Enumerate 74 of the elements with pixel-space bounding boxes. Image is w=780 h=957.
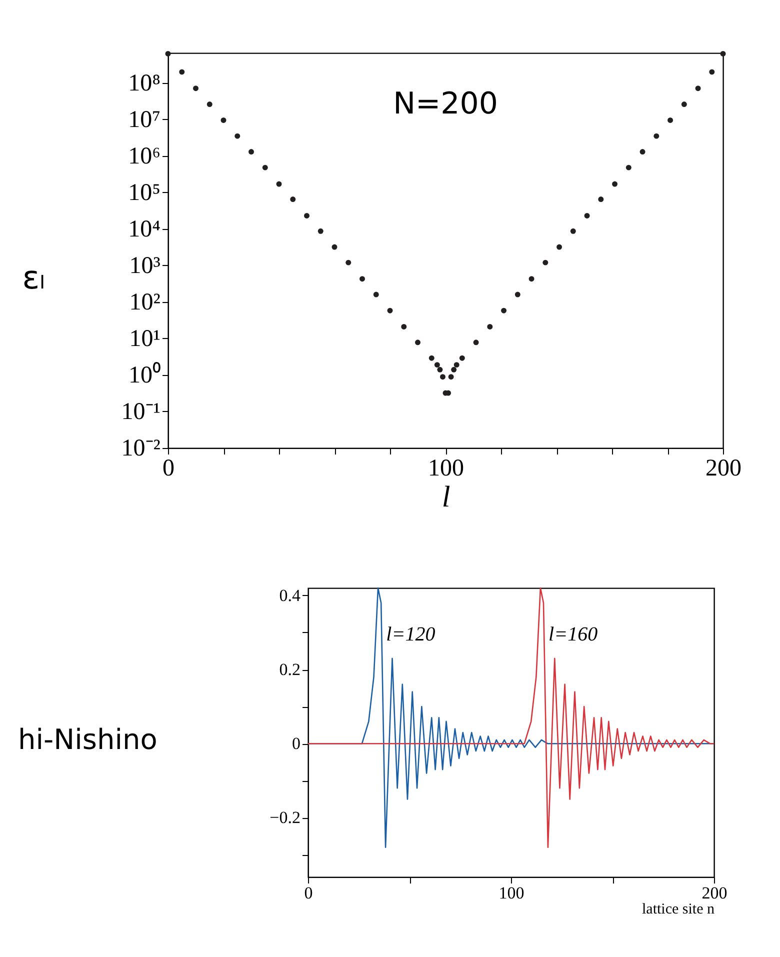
point [440,374,446,380]
point [451,366,457,372]
x-tick-label: 100 [428,456,464,482]
point [234,133,240,139]
series-label: l=160 [548,624,598,646]
annotation: N=200 [393,86,498,122]
series-label: l=120 [386,624,436,646]
point [640,149,646,155]
point [276,181,282,187]
point [332,244,338,250]
point [415,340,420,346]
point [709,69,715,75]
y-tick-label: 0 [292,734,300,754]
point [206,102,212,108]
y-axis-title: εₗ [22,258,45,297]
point [528,276,534,282]
point [487,324,493,330]
point [401,324,407,330]
point [387,308,393,314]
y-tick-label: 10⁵ [128,180,160,206]
point [612,181,618,187]
point [681,102,687,108]
point [262,164,268,170]
line-series [307,587,715,848]
point [501,308,507,314]
point [720,51,726,56]
point [695,86,701,92]
point [556,244,562,250]
point [598,196,604,202]
x-tick-label: 200 [706,456,742,482]
y-tick-label: 0.2 [279,660,300,680]
y-tick-label: −0.2 [270,808,300,828]
point [428,355,434,361]
point [542,260,548,266]
point [570,228,576,234]
point [448,374,454,380]
point [220,118,226,123]
y-tick-label: 10⁻¹ [121,398,160,425]
point [454,362,460,368]
y-tick-label: 0.4 [279,586,301,605]
point [193,86,198,92]
y-tick-label: 10⁴ [128,216,160,242]
point [654,133,660,139]
point [179,69,185,75]
y-tick-label: 10⁻² [121,436,160,462]
x-axis-title: l [442,480,450,514]
point [434,362,440,368]
x-axis-title: lattice site n [642,902,715,918]
point [584,213,590,218]
point [626,164,632,170]
x-tick-label: 100 [498,884,524,902]
point [437,366,443,372]
y-tick-label: 10² [129,289,160,316]
point [346,260,352,266]
y-tick-label: 10¹ [129,326,160,352]
point [165,51,171,56]
point [473,340,479,346]
point [248,149,254,155]
y-tick-label: 10⁰ [128,361,160,388]
x-tick-label: 200 [702,884,728,902]
y-tick-label: 10⁷ [128,106,160,133]
point [459,355,465,361]
point [318,228,324,234]
y-tick-label: 10⁶ [128,143,160,170]
y-tick-label: 10⁸ [128,70,160,96]
point [360,276,365,282]
point [304,213,310,218]
point [514,292,520,298]
text: hi-Nishino [18,723,158,756]
point [373,292,379,298]
point [668,118,674,123]
point [290,196,296,202]
y-tick-label: 10³ [129,252,160,279]
x-tick-label: 0 [304,884,313,902]
